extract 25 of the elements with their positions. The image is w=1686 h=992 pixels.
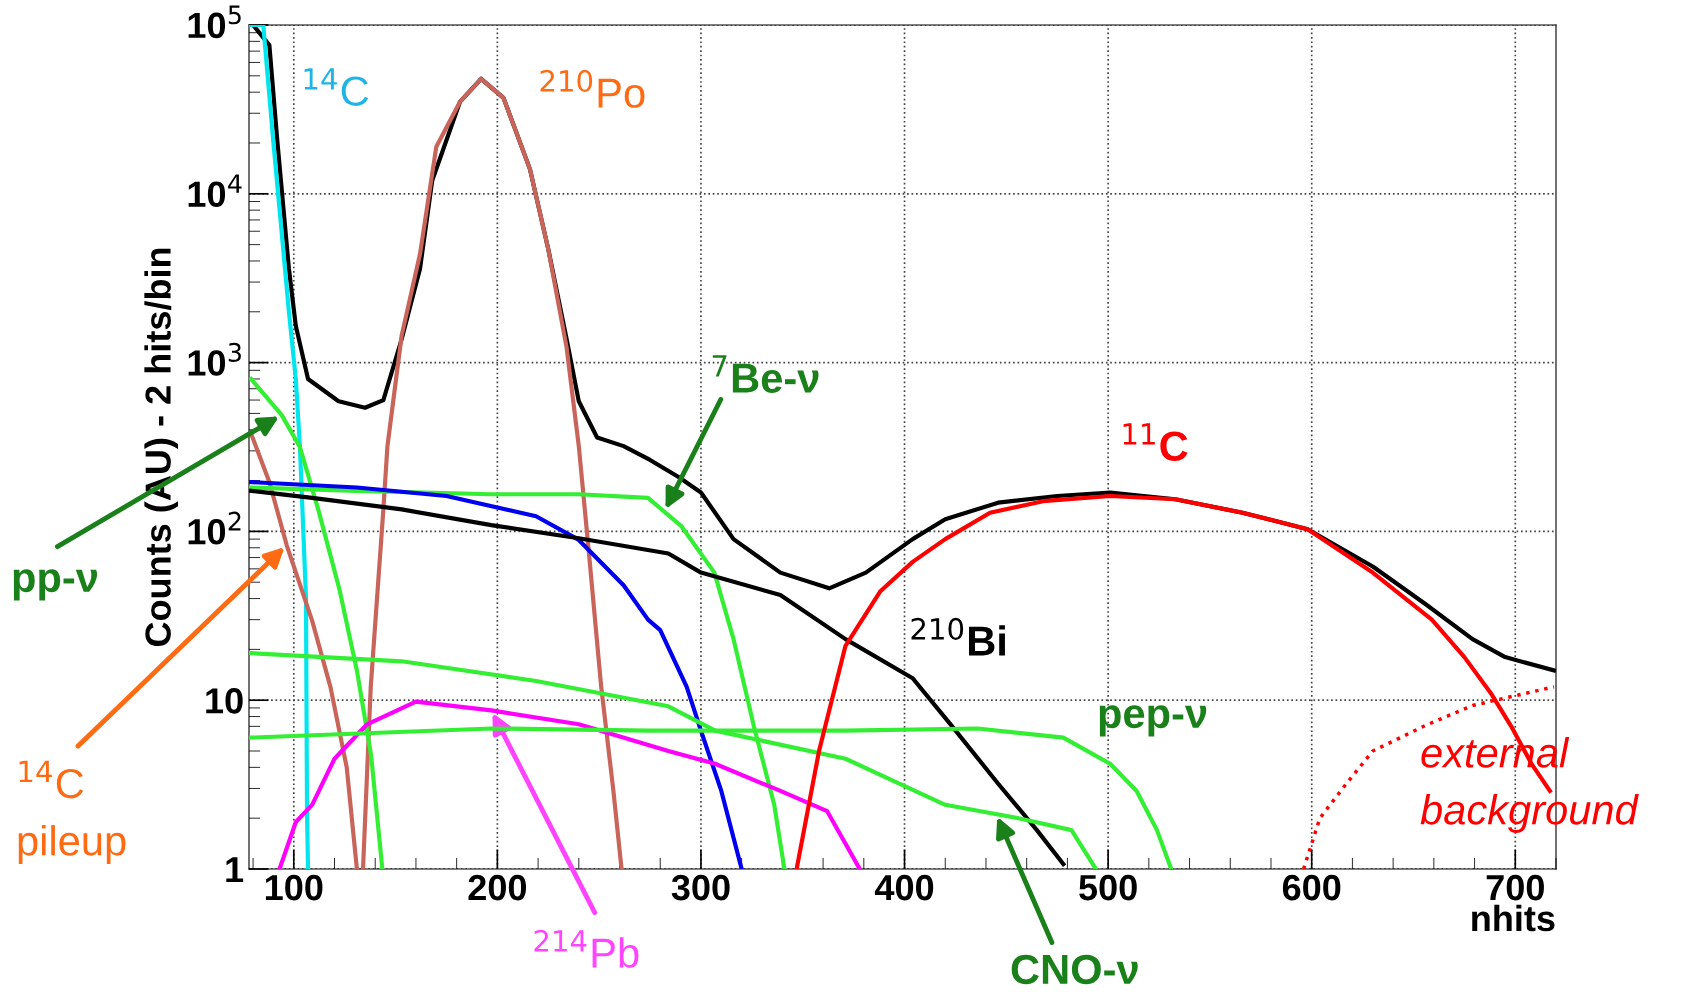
series-label: pep-ν: [1099, 705, 1207, 737]
x-tick-label: 200: [468, 874, 527, 901]
x-tick-label: 700: [1486, 874, 1544, 901]
y-tick-label: 10: [206, 688, 243, 714]
x-tick-label: 300: [671, 874, 730, 901]
x-tick-label: 500: [1079, 874, 1137, 901]
y-tick-label: 10$^{5}$: [188, 5, 241, 39]
series-label: $^{210}$Po: [540, 69, 645, 108]
x-tick-label: 600: [1282, 874, 1341, 901]
y-tick-label: 10$^{2}$: [188, 511, 241, 545]
y-tick-label: 1: [226, 857, 244, 883]
series-label: $^{210}$Bi: [911, 617, 1005, 656]
x-tick-label: 100: [265, 874, 323, 901]
x-tick-label: 400: [874, 874, 934, 901]
series-label: $^{14}$C: [304, 68, 369, 106]
text: CNO-ν: [1011, 954, 1138, 985]
text: pp-ν: [13, 569, 98, 601]
x-axis-title: nhits: [1472, 904, 1555, 932]
line-series: [277, 699, 862, 869]
y-tick-label: 10$^{3}$: [188, 342, 241, 376]
y-tick-label: 10$^{4}$: [188, 174, 242, 207]
text: $^{14}$C pileup: [18, 760, 126, 864]
text: $^{7}$Be-ν: [712, 355, 819, 393]
text: $^{214}$Pb: [534, 929, 639, 968]
series-label: $^{11}$C: [1123, 423, 1188, 461]
